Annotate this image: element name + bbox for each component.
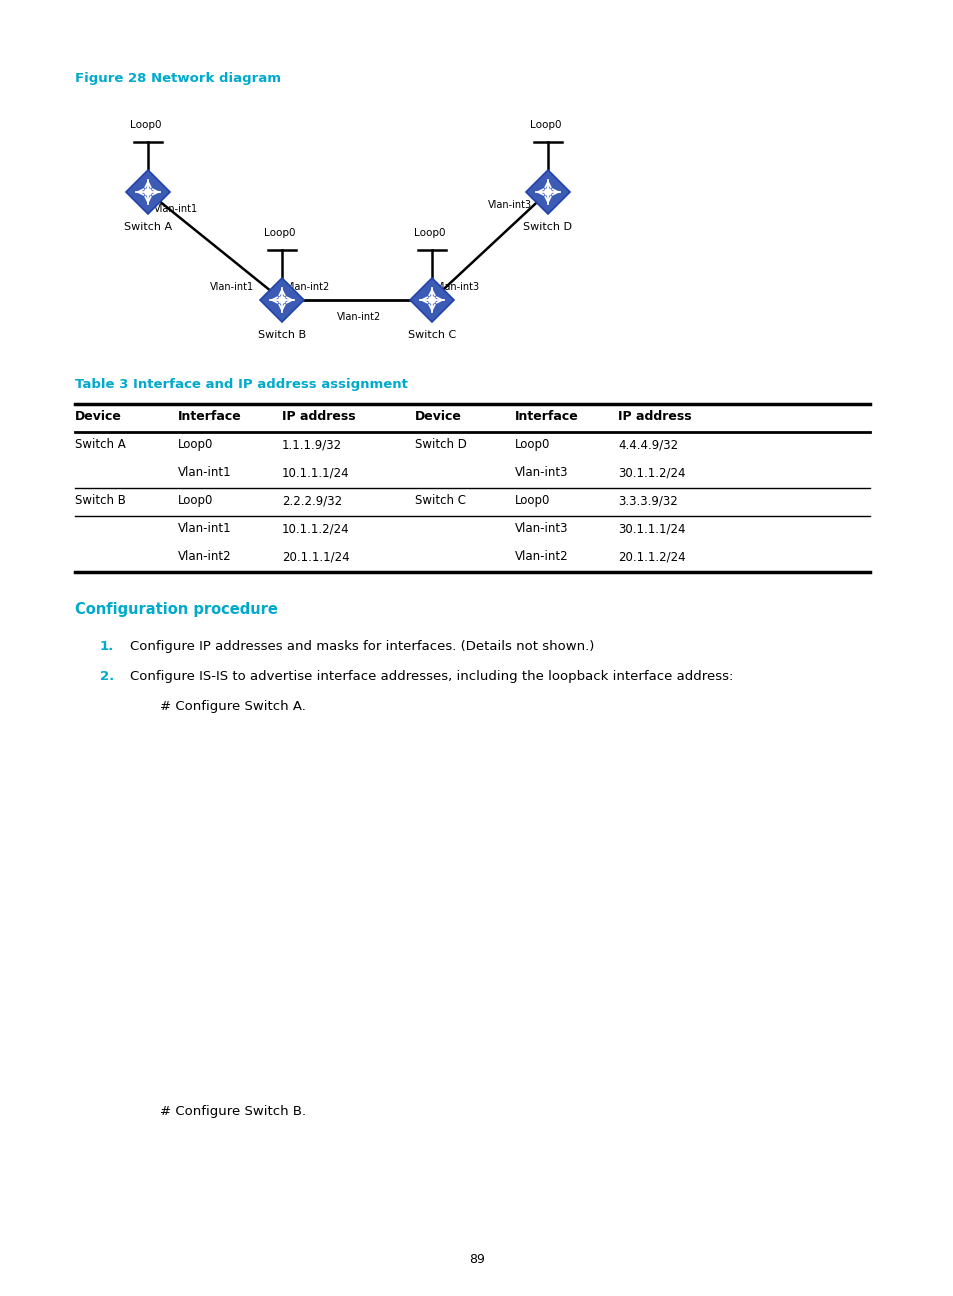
Text: Vlan-int3: Vlan-int3 — [515, 522, 568, 535]
Text: 2.2.2.9/32: 2.2.2.9/32 — [282, 494, 342, 507]
Text: Configure IS-IS to advertise interface addresses, including the loopback interfa: Configure IS-IS to advertise interface a… — [130, 670, 733, 683]
Text: Device: Device — [415, 410, 461, 422]
Text: Switch D: Switch D — [523, 222, 572, 232]
Text: 89: 89 — [469, 1253, 484, 1266]
Text: Configure IP addresses and masks for interfaces. (Details not shown.): Configure IP addresses and masks for int… — [130, 640, 594, 653]
Text: Loop0: Loop0 — [178, 494, 213, 507]
Circle shape — [428, 297, 435, 303]
Text: Loop0: Loop0 — [515, 438, 550, 451]
Text: Figure 28 Network diagram: Figure 28 Network diagram — [75, 73, 281, 86]
Text: Switch B: Switch B — [257, 330, 306, 340]
Text: Loop0: Loop0 — [530, 121, 561, 130]
Text: Vlan-int3: Vlan-int3 — [515, 467, 568, 480]
Text: Loop0: Loop0 — [414, 228, 445, 238]
Text: # Configure Switch B.: # Configure Switch B. — [160, 1105, 306, 1118]
Text: Switch D: Switch D — [415, 438, 466, 451]
Text: Loop0: Loop0 — [130, 121, 161, 130]
Polygon shape — [260, 279, 304, 321]
Text: 2.: 2. — [100, 670, 114, 683]
Text: Vlan-int1: Vlan-int1 — [153, 203, 198, 214]
Text: Loop0: Loop0 — [515, 494, 550, 507]
Text: IP address: IP address — [618, 410, 691, 422]
Text: 1.1.1.9/32: 1.1.1.9/32 — [282, 438, 342, 451]
Text: Switch C: Switch C — [408, 330, 456, 340]
Text: Vlan-int3: Vlan-int3 — [436, 283, 479, 292]
Polygon shape — [126, 170, 170, 214]
Text: Vlan-int2: Vlan-int2 — [286, 283, 330, 292]
Text: Table 3 Interface and IP address assignment: Table 3 Interface and IP address assignm… — [75, 378, 408, 391]
Text: Vlan-int2: Vlan-int2 — [336, 312, 381, 321]
Circle shape — [145, 189, 152, 196]
Text: 10.1.1.1/24: 10.1.1.1/24 — [282, 467, 349, 480]
Text: Loop0: Loop0 — [264, 228, 295, 238]
Text: Switch B: Switch B — [75, 494, 126, 507]
Text: Device: Device — [75, 410, 122, 422]
Text: 10.1.1.2/24: 10.1.1.2/24 — [282, 522, 349, 535]
Text: 20.1.1.1/24: 20.1.1.1/24 — [282, 550, 349, 562]
Circle shape — [278, 297, 285, 303]
Text: Vlan-int1: Vlan-int1 — [210, 283, 253, 292]
Text: 20.1.1.2/24: 20.1.1.2/24 — [618, 550, 685, 562]
Text: 4.4.4.9/32: 4.4.4.9/32 — [618, 438, 678, 451]
Text: Configuration procedure: Configuration procedure — [75, 603, 277, 617]
Text: # Configure Switch A.: # Configure Switch A. — [160, 700, 306, 713]
Text: IP address: IP address — [282, 410, 355, 422]
Text: Switch A: Switch A — [75, 438, 126, 451]
Circle shape — [544, 189, 551, 196]
Text: 1.: 1. — [100, 640, 114, 653]
Text: Interface: Interface — [178, 410, 241, 422]
Text: 3.3.3.9/32: 3.3.3.9/32 — [618, 494, 677, 507]
Text: Vlan-int2: Vlan-int2 — [178, 550, 232, 562]
Text: Vlan-int1: Vlan-int1 — [178, 522, 232, 535]
Text: Switch A: Switch A — [124, 222, 172, 232]
Text: Interface: Interface — [515, 410, 578, 422]
Text: Vlan-int3: Vlan-int3 — [488, 200, 532, 210]
Text: 30.1.1.1/24: 30.1.1.1/24 — [618, 522, 685, 535]
Text: Vlan-int2: Vlan-int2 — [515, 550, 568, 562]
Polygon shape — [525, 170, 569, 214]
Text: Vlan-int1: Vlan-int1 — [178, 467, 232, 480]
Text: Loop0: Loop0 — [178, 438, 213, 451]
Polygon shape — [410, 279, 454, 321]
Text: Switch C: Switch C — [415, 494, 465, 507]
Text: 30.1.1.2/24: 30.1.1.2/24 — [618, 467, 685, 480]
